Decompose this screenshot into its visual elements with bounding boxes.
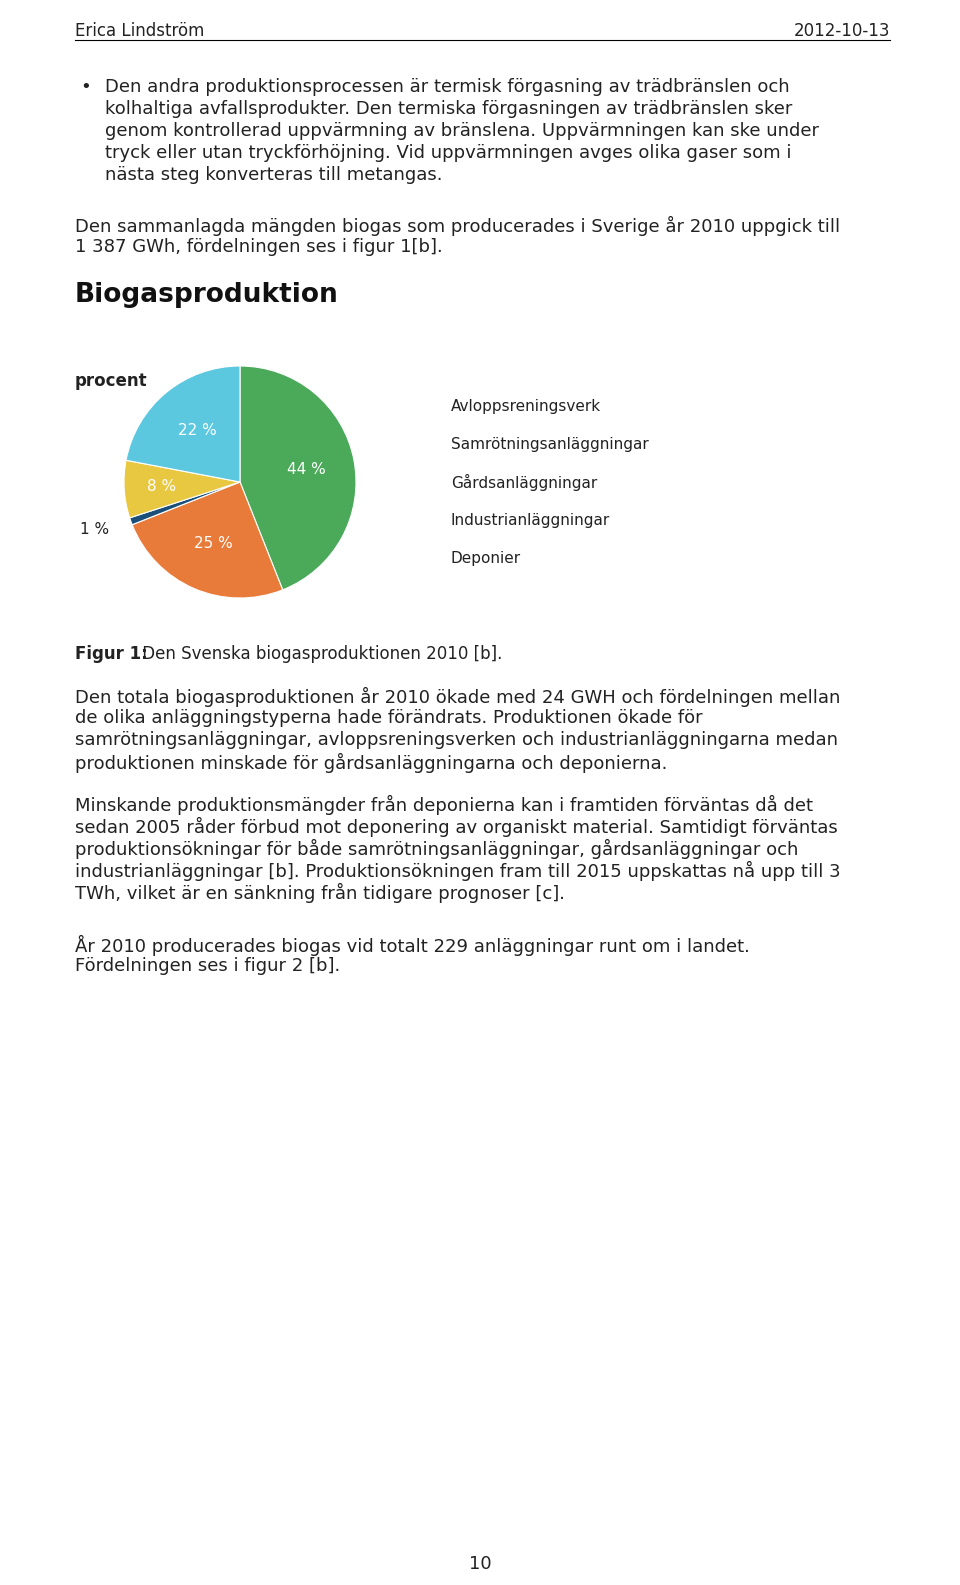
Text: kolhaltiga avfallsprodukter. Den termiska förgasningen av trädbränslen sker: kolhaltiga avfallsprodukter. Den termisk…	[105, 100, 792, 117]
Wedge shape	[130, 482, 240, 525]
Text: Samrötningsanläggningar: Samrötningsanläggningar	[451, 436, 649, 452]
Text: 44 %: 44 %	[287, 461, 325, 477]
Text: Den totala biogasproduktionen år 2010 ökade med 24 GWH och fördelningen mellan: Den totala biogasproduktionen år 2010 ök…	[75, 686, 840, 707]
Text: 2012-10-13: 2012-10-13	[794, 22, 890, 40]
Text: genom kontrollerad uppvärmning av bränslena. Uppvärmningen kan ske under: genom kontrollerad uppvärmning av bränsl…	[105, 122, 819, 139]
Text: tryck eller utan tryckförhöjning. Vid uppvärmningen avges olika gaser som i: tryck eller utan tryckförhöjning. Vid up…	[105, 144, 791, 162]
Wedge shape	[126, 366, 240, 482]
Text: de olika anläggningstyperna hade förändrats. Produktionen ökade för: de olika anläggningstyperna hade förändr…	[75, 708, 703, 728]
Text: produktionen minskade för gårdsanläggningarna och deponierna.: produktionen minskade för gårdsanläggnin…	[75, 753, 667, 773]
Text: Fördelningen ses i figur 2 [b].: Fördelningen ses i figur 2 [b].	[75, 957, 340, 975]
Text: Gårdsanläggningar: Gårdsanläggningar	[451, 474, 597, 490]
Text: Industrianläggningar: Industrianläggningar	[451, 512, 611, 528]
Text: Erica Lindström: Erica Lindström	[75, 22, 204, 40]
Text: Den andra produktionsprocessen är termisk förgasning av trädbränslen och: Den andra produktionsprocessen är termis…	[105, 78, 790, 97]
Text: procent: procent	[75, 372, 148, 390]
Text: •: •	[80, 78, 91, 97]
Text: 10: 10	[468, 1555, 492, 1572]
Text: Den Svenska biogasproduktionen 2010 [b].: Den Svenska biogasproduktionen 2010 [b].	[137, 645, 502, 663]
Text: TWh, vilket är en sänkning från tidigare prognoser [c].: TWh, vilket är en sänkning från tidigare…	[75, 883, 565, 903]
Text: Deponier: Deponier	[451, 550, 521, 566]
Text: sedan 2005 råder förbud mot deponering av organiskt material. Samtidigt förvänta: sedan 2005 råder förbud mot deponering a…	[75, 816, 838, 837]
Text: Den sammanlagda mängden biogas som producerades i Sverige år 2010 uppgick till: Den sammanlagda mängden biogas som produ…	[75, 216, 840, 236]
Wedge shape	[132, 482, 282, 598]
Text: 1 387 GWh, fördelningen ses i figur 1[b].: 1 387 GWh, fördelningen ses i figur 1[b]…	[75, 238, 443, 257]
Text: Avloppsreningsverk: Avloppsreningsverk	[451, 398, 601, 414]
Text: produktionsökningar för både samrötningsanläggningar, gårdsanläggningar och: produktionsökningar för både samrötnings…	[75, 838, 799, 859]
Text: Minskande produktionsmängder från deponierna kan i framtiden förväntas då det: Minskande produktionsmängder från deponi…	[75, 796, 813, 815]
Text: samrötningsanläggningar, avloppsreningsverken och industrianläggningarna medan: samrötningsanläggningar, avloppsreningsv…	[75, 731, 838, 750]
Text: 1 %: 1 %	[80, 521, 109, 537]
Wedge shape	[240, 366, 356, 590]
Text: 22 %: 22 %	[178, 423, 217, 437]
Text: industrianläggningar [b]. Produktionsökningen fram till 2015 uppskattas nå upp t: industrianläggningar [b]. Produktionsökn…	[75, 861, 841, 881]
Text: År 2010 producerades biogas vid totalt 229 anläggningar runt om i landet.: År 2010 producerades biogas vid totalt 2…	[75, 935, 750, 956]
Text: 8 %: 8 %	[147, 479, 176, 495]
Text: Figur 1:: Figur 1:	[75, 645, 148, 663]
Text: 25 %: 25 %	[194, 536, 232, 552]
Wedge shape	[124, 460, 240, 518]
Text: Biogasproduktion: Biogasproduktion	[75, 282, 339, 307]
Text: nästa steg konverteras till metangas.: nästa steg konverteras till metangas.	[105, 166, 443, 184]
